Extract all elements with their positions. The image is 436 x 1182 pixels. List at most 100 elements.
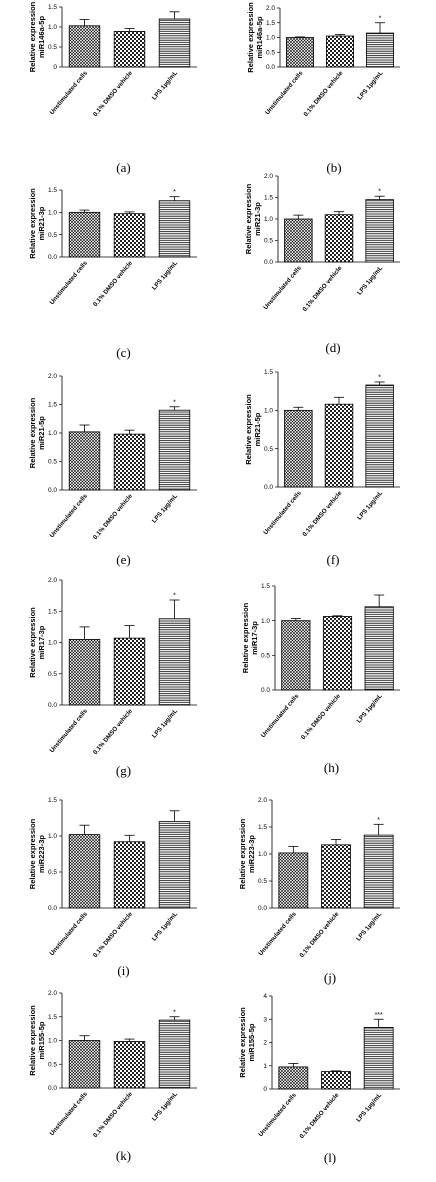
x-category-label: 0.1% DMSO vehicle [302,69,344,118]
x-category-label: Unstimulated cells [262,264,303,311]
x-category-label: Unstimulated cells [264,69,305,116]
y-tick-label: 1.0 [258,851,267,858]
panel-label: (k) [116,1148,131,1163]
y-tick-label: 0 [263,1086,267,1093]
x-category-label: Unstimulated cells [49,259,90,306]
y-axis-title-line2: miR223-3p [247,835,256,873]
panel-label: (a) [116,160,130,175]
bar-3 [363,834,394,909]
y-tick-label: 1.5 [48,797,57,804]
y-tick-label: 0.0 [48,254,57,261]
y-axis-title-line1: Relative expression [28,1005,37,1076]
y-tick-label: 1.5 [48,187,57,194]
bar-2 [324,214,354,263]
y-tick-label: 1 [263,1063,267,1070]
y-tick-label: 1.0 [48,430,57,437]
y-tick-label: 1.5 [264,369,273,376]
y-tick-label: 0.0 [48,702,57,709]
chart-panel-c: 0.0 0.5 1.0 1.5 Relative expression miR21-3p U… [28,187,197,360]
x-category-label: LPS 1µg/mL [151,911,179,943]
bar-2 [325,35,354,68]
significance-marker: * [173,593,176,600]
y-tick-label: 1.5 [266,20,275,27]
y-axis-title-line2: miR21-5p [253,412,262,446]
bar-2 [113,213,146,258]
x-category-label: 0.1% DMSO vehicle [92,492,134,541]
y-tick-label: 1.0 [264,408,273,415]
bar-1 [284,218,313,263]
y-tick-label: 0.0 [264,484,273,491]
x-category-label: 0.1% DMSO vehicle [92,707,134,756]
y-tick-label: 1.5 [48,608,57,615]
y-tick-label: 1.5 [261,583,270,590]
y-axis-title-line1: Relative expression [28,397,37,468]
x-category-label: Unstimulated cells [257,910,298,957]
significance-marker: * [173,1009,176,1016]
y-tick-label: 2.0 [48,990,57,997]
bar-1 [278,852,309,909]
bar-2 [324,403,354,488]
y-tick-label: 1.5 [264,195,273,202]
y-tick-label: 1.0 [48,833,57,840]
bar-1 [68,431,101,491]
panel-label: (g) [116,763,131,778]
y-tick-label: 1.5 [48,1014,57,1021]
x-category-label: LPS 1µg/mL [355,911,383,943]
bar-2 [321,1071,351,1090]
y-tick-label: 1.0 [48,24,57,31]
x-category-label: Unstimulated cells [257,1091,298,1138]
chart-panel-b: 0.0 0.5 1.0 1.5 2.0 Relative expression miR146… [246,2,400,175]
x-category-label: LPS 1µg/mL [356,265,384,297]
y-tick-label: 1.0 [48,640,57,647]
y-axis-title-line2: miR21-3p [37,206,46,240]
bar-3 [365,32,394,68]
bar-3 [158,1019,191,1089]
x-category-label: 0.1% DMSO vehicle [92,259,134,308]
y-tick-label: 0 [53,64,57,71]
chart-panel-e: 0.0 0.5 1.0 1.5 2.0 Relative expression miR21-… [28,373,197,567]
y-tick-label: 3 [263,1016,267,1023]
y-tick-label: 1.5 [48,4,57,11]
panel-label: (d) [325,340,340,355]
y-tick-label: 0.5 [48,671,57,678]
x-category-label: LPS 1µg/mL [355,693,383,725]
chart-panel-a: 0 0.5 1.0 1.5 Relative expression miR146a-5p U… [28,1,197,175]
y-tick-label: 2.0 [258,797,267,804]
y-tick-label: 0.0 [261,687,270,694]
y-tick-label: 0.5 [48,459,57,466]
y-tick-label: 2.0 [48,577,57,584]
x-category-label: 0.1% DMSO vehicle [300,692,342,741]
y-tick-label: 0.5 [264,238,273,245]
y-axis-title-line2: miR146a-5p [255,16,264,59]
chart-panel-j: 0.0 0.5 1.0 1.5 2.0 Relative expression miR223… [238,797,400,985]
bar-3 [363,1026,394,1090]
bar-2 [113,30,146,68]
significance-marker: * [173,189,176,196]
y-axis-title-line1: Relative expression [246,2,255,73]
significance-marker: * [378,189,381,196]
y-axis-title-line1: Relative expression [238,818,247,889]
x-category-label: LPS 1µg/mL [356,70,384,102]
y-tick-label: 0.0 [48,1085,57,1092]
panel-label: (f) [327,552,340,567]
bar-3 [158,409,191,491]
x-category-label: Unstimulated cells [49,910,90,957]
x-category-label: Unstimulated cells [262,489,303,536]
y-tick-label: 0.5 [266,49,275,56]
y-axis-title-line2: miR223-3p [37,835,46,873]
bar-2 [113,1041,146,1089]
y-axis-title-line1: Relative expression [28,818,37,889]
y-axis-title-line2: miR17-3p [37,625,46,659]
significance-marker: * [378,374,381,381]
y-axis-title-line1: Relative expression [241,602,250,673]
y-axis-title-line1: Relative expression [28,188,37,259]
y-tick-label: 0.0 [264,259,273,266]
x-category-label: LPS 1µg/mL [151,1091,179,1123]
x-category-label: Unstimulated cells [49,1090,90,1137]
significance-marker: * [377,817,380,824]
x-category-label: 0.1% DMSO vehicle [298,1091,340,1140]
y-axis-title-line1: Relative expression [244,394,253,465]
y-tick-label: 0.0 [258,905,267,912]
y-tick-label: 2 [263,1040,267,1047]
x-category-label: LPS 1µg/mL [151,708,179,740]
